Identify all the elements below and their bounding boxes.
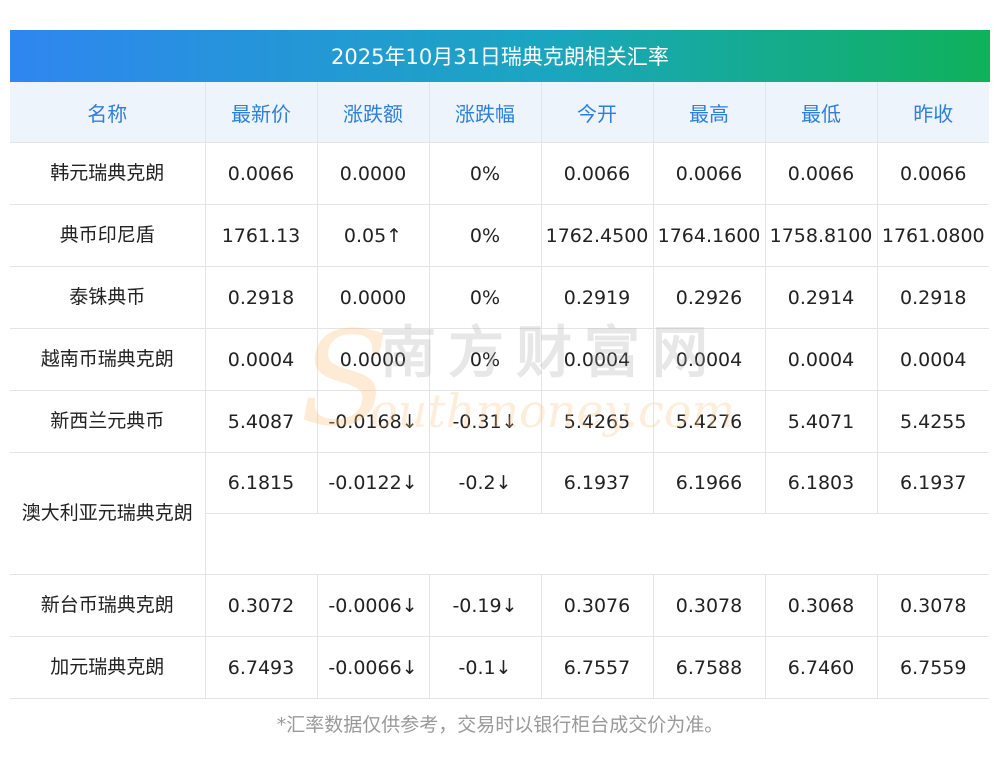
- open-cell: 0.0066: [540, 142, 653, 205]
- change-pct-cell: 0%: [428, 266, 541, 329]
- high-cell: 6.7588: [652, 636, 765, 699]
- table-row: 典币印尼盾 1761.13 0.05↑ 0% 1762.4500 1764.1600 175…: [10, 204, 989, 267]
- table-row: 泰铢典币 0.2918 0.0000 0% 0.2919 0.2926 0.2914 0.29…: [10, 266, 989, 329]
- open-cell: 5.4265: [540, 390, 653, 453]
- table-row: 新台币瑞典克朗 0.3072 -0.0006↓ -0.19↓ 0.3076 0.3078 0…: [10, 574, 989, 637]
- change-cell: 0.0000: [316, 266, 429, 329]
- currency-pair-name: 加元瑞典克朗: [10, 636, 205, 699]
- change-pct-cell: 0%: [428, 204, 541, 267]
- low-cell: 1758.8100: [764, 204, 877, 267]
- prev-close-cell: 1761.0800: [876, 204, 989, 267]
- change-pct-cell: 0%: [428, 328, 541, 391]
- table-title-bar: 2025年10月31日瑞典克朗相关汇率: [10, 30, 990, 82]
- currency-pair-name: 新西兰元典币: [10, 390, 205, 453]
- exchange-rate-table: 名称 最新价 涨跌额 涨跌幅 今开 最高 最低 昨收 韩元瑞典克朗 0.0066 0…: [10, 82, 989, 699]
- header-prev-close: 昨收: [876, 82, 989, 143]
- high-cell: 1764.1600: [652, 204, 765, 267]
- open-cell: 0.3076: [540, 574, 653, 637]
- prev-close-cell: 0.3078: [876, 574, 989, 637]
- change-cell: -0.0168↓: [316, 390, 429, 453]
- change-pct-cell: -0.19↓: [428, 574, 541, 637]
- table-row: 韩元瑞典克朗 0.0066 0.0000 0% 0.0066 0.0066 0.0066 0.…: [10, 142, 989, 205]
- prev-close-cell: 0.0066: [876, 142, 989, 205]
- prev-close-cell: 6.1937: [876, 452, 989, 514]
- high-cell: 5.4276: [652, 390, 765, 453]
- table-row: 澳大利亚元瑞典克朗 6.1815 -0.0122↓ -0.2↓ 6.1937 6.1966…: [10, 452, 989, 575]
- low-cell: 6.1803: [764, 452, 877, 514]
- latest-cell: 0.0004: [204, 328, 317, 391]
- currency-pair-name: 越南币瑞典克朗: [10, 328, 205, 391]
- currency-pair-name: 泰铢典币: [10, 266, 205, 329]
- low-cell: 0.0066: [764, 142, 877, 205]
- prev-close-cell: 0.0004: [876, 328, 989, 391]
- header-latest: 最新价: [204, 82, 317, 143]
- table-row: 加元瑞典克朗 6.7493 -0.0066↓ -0.1↓ 6.7557 6.7588 6.7…: [10, 636, 989, 699]
- currency-pair-name: 韩元瑞典克朗: [10, 142, 205, 205]
- header-low: 最低: [764, 82, 877, 143]
- change-cell: 0.0000: [316, 328, 429, 391]
- change-pct-cell: -0.31↓: [428, 390, 541, 453]
- low-cell: 0.2914: [764, 266, 877, 329]
- latest-cell: 6.7493: [204, 636, 317, 699]
- open-cell: 6.1937: [540, 452, 653, 514]
- change-pct-cell: 0%: [428, 142, 541, 205]
- open-cell: 6.7557: [540, 636, 653, 699]
- high-cell: 0.0004: [652, 328, 765, 391]
- header-change: 涨跌额: [316, 82, 429, 143]
- table-header-row: 名称 最新价 涨跌额 涨跌幅 今开 最高 最低 昨收: [10, 82, 989, 143]
- header-change-pct: 涨跌幅: [428, 82, 541, 143]
- change-pct-cell: -0.1↓: [428, 636, 541, 699]
- latest-cell: 5.4087: [204, 390, 317, 453]
- row-wrap-spacer: [204, 513, 989, 575]
- open-cell: 1762.4500: [540, 204, 653, 267]
- high-cell: 0.3078: [652, 574, 765, 637]
- currency-pair-name: 澳大利亚元瑞典克朗: [10, 452, 205, 575]
- change-pct-cell: -0.2↓: [428, 452, 541, 514]
- change-cell: -0.0006↓: [316, 574, 429, 637]
- currency-pair-name: 新台币瑞典克朗: [10, 574, 205, 637]
- header-name: 名称: [10, 82, 205, 143]
- latest-cell: 6.1815: [204, 452, 317, 514]
- table-row: 新西兰元典币 5.4087 -0.0168↓ -0.31↓ 5.4265 5.4276 5.…: [10, 390, 989, 453]
- change-cell: -0.0122↓: [316, 452, 429, 514]
- change-cell: 0.05↑: [316, 204, 429, 267]
- high-cell: 0.0066: [652, 142, 765, 205]
- open-cell: 0.0004: [540, 328, 653, 391]
- high-cell: 6.1966: [652, 452, 765, 514]
- low-cell: 5.4071: [764, 390, 877, 453]
- change-cell: -0.0066↓: [316, 636, 429, 699]
- low-cell: 6.7460: [764, 636, 877, 699]
- low-cell: 0.0004: [764, 328, 877, 391]
- table-title: 2025年10月31日瑞典克朗相关汇率: [331, 45, 669, 69]
- latest-cell: 0.0066: [204, 142, 317, 205]
- table-row: 越南币瑞典克朗 0.0004 0.0000 0% 0.0004 0.0004 0.0004 0…: [10, 328, 989, 391]
- table-row-continuation: [10, 513, 989, 575]
- latest-cell: 0.2918: [204, 266, 317, 329]
- prev-close-cell: 5.4255: [876, 390, 989, 453]
- prev-close-cell: 6.7559: [876, 636, 989, 699]
- low-cell: 0.3068: [764, 574, 877, 637]
- latest-cell: 1761.13: [204, 204, 317, 267]
- open-cell: 0.2919: [540, 266, 653, 329]
- header-open: 今开: [540, 82, 653, 143]
- high-cell: 0.2926: [652, 266, 765, 329]
- change-cell: 0.0000: [316, 142, 429, 205]
- header-high: 最高: [652, 82, 765, 143]
- latest-cell: 0.3072: [204, 574, 317, 637]
- currency-pair-name: 典币印尼盾: [10, 204, 205, 267]
- footer-note: *汇率数据仅供参考，交易时以银行柜台成交价为准。: [276, 714, 724, 736]
- prev-close-cell: 0.2918: [876, 266, 989, 329]
